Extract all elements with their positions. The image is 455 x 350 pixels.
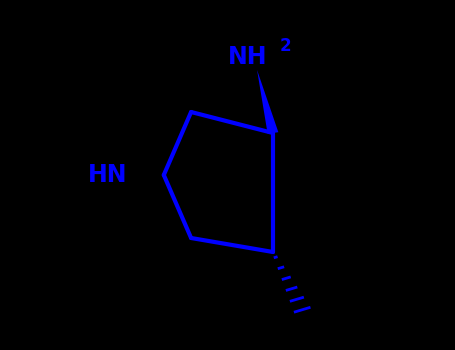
Text: NH: NH [228,46,268,70]
Text: HN: HN [88,163,127,187]
Polygon shape [257,70,278,134]
Text: 2: 2 [280,37,292,55]
